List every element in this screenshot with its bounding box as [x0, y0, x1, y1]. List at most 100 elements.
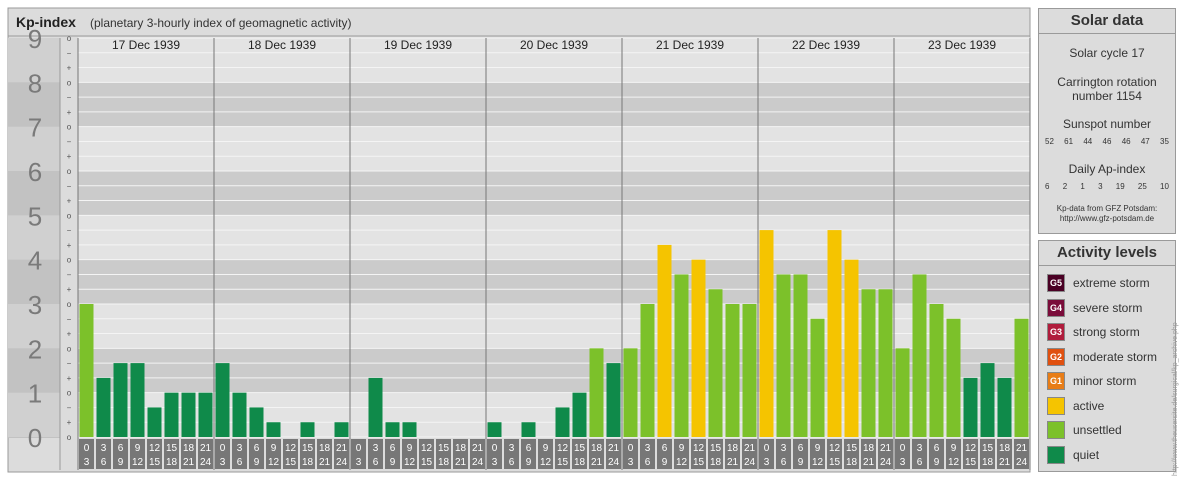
kp-band — [78, 215, 1030, 260]
interval-start-label: 21 — [336, 443, 348, 454]
kp-bar — [300, 422, 315, 437]
ap-value: 3 — [1098, 182, 1103, 191]
interval-end-label: 18 — [982, 457, 994, 468]
y-tick-label: 2 — [28, 334, 42, 364]
ap-value: 6 — [1045, 182, 1050, 191]
interval-cell — [96, 439, 111, 469]
interval-start-label: 3 — [645, 443, 651, 454]
interval-cell — [334, 439, 349, 469]
interval-cell — [470, 439, 485, 469]
interval-start-label: 18 — [591, 443, 603, 454]
legend-item: quiet — [1047, 445, 1099, 465]
interval-start-label: 21 — [200, 443, 212, 454]
legend-item: G4 severe storm — [1047, 298, 1142, 318]
kp-bar — [912, 274, 927, 437]
ap-value: 25 — [1137, 182, 1147, 191]
interval-end-label: 3 — [220, 457, 226, 468]
side-url-text: http://www.theusersite.de/surgical/kp_ar… — [1172, 322, 1179, 476]
sunspot-number: 46 — [1102, 137, 1112, 146]
interval-start-label: 15 — [166, 443, 178, 454]
interval-start-label: 9 — [951, 443, 957, 454]
y-tick-label: 0 — [28, 423, 42, 453]
interval-cell — [691, 439, 706, 469]
interval-cell — [147, 439, 162, 469]
interval-end-label: 6 — [509, 457, 515, 468]
interval-cell — [79, 439, 94, 469]
legend-swatch: G3 — [1047, 323, 1065, 341]
interval-end-label: 18 — [302, 457, 314, 468]
y-tick-label: 4 — [28, 246, 42, 276]
legend-swatch: G5 — [1047, 274, 1065, 292]
interval-end-label: 15 — [965, 457, 977, 468]
interval-cell — [623, 439, 638, 469]
interval-start-label: 6 — [526, 443, 532, 454]
legend-swatch — [1047, 396, 1065, 415]
legend-label: minor storm — [1073, 374, 1137, 388]
interval-end-label: 12 — [812, 457, 824, 468]
y-label-band — [8, 215, 60, 260]
kp-bar — [691, 259, 706, 437]
interval-cell — [793, 439, 808, 469]
interval-start-label: 9 — [271, 443, 277, 454]
y-tick-label: 3 — [28, 290, 42, 320]
interval-cell — [589, 439, 604, 469]
interval-start-label: 9 — [543, 443, 549, 454]
interval-cell — [232, 439, 247, 469]
interval-cell — [912, 439, 927, 469]
interval-end-label: 18 — [438, 457, 450, 468]
interval-cell — [504, 439, 519, 469]
legend-item: G5 extreme storm — [1047, 273, 1150, 293]
interval-end-label: 6 — [917, 457, 923, 468]
interval-end-label: 18 — [574, 457, 586, 468]
interval-cell — [878, 439, 893, 469]
legend-item: unsettled — [1047, 420, 1122, 440]
kp-bar — [657, 244, 672, 437]
interval-cell — [385, 439, 400, 469]
interval-end-label: 15 — [149, 457, 161, 468]
y-minor-label: + — [67, 374, 72, 383]
y-minor-label: + — [67, 64, 72, 73]
interval-start-label: 15 — [710, 443, 722, 454]
kp-band — [78, 126, 1030, 171]
kp-bar — [844, 259, 859, 437]
sunspot-number: 47 — [1140, 137, 1150, 146]
day-label: 17 Dec 1939 — [112, 38, 180, 52]
y-minor-label: + — [67, 285, 72, 294]
kp-bar — [487, 422, 502, 437]
legend-label: moderate storm — [1073, 349, 1158, 364]
interval-end-label: 15 — [557, 457, 569, 468]
interval-start-label: 0 — [84, 443, 90, 454]
kp-bar — [368, 377, 383, 437]
interval-end-label: 24 — [1016, 457, 1028, 468]
interval-cell — [181, 439, 196, 469]
interval-end-label: 3 — [356, 457, 362, 468]
interval-start-label: 0 — [628, 443, 634, 454]
legend-swatch: G4 — [1047, 298, 1065, 317]
interval-end-label: 24 — [608, 457, 620, 468]
y-tick-label: 1 — [28, 379, 42, 409]
legend-swatch: G1 — [1047, 372, 1065, 390]
sunspot-number: 52 — [1045, 137, 1054, 146]
interval-end-label: 21 — [455, 457, 467, 468]
interval-end-label: 12 — [948, 457, 960, 468]
interval-start-label: 3 — [917, 443, 923, 454]
legend-label: quiet — [1073, 447, 1100, 462]
interval-cell — [759, 439, 774, 469]
y-minor-label: − — [67, 137, 72, 146]
interval-start-label: 9 — [679, 443, 685, 454]
y-minor-label: + — [67, 197, 72, 206]
sunspot-number: 35 — [1160, 137, 1169, 146]
interval-end-label: 6 — [373, 457, 379, 468]
y-minor-label: − — [67, 93, 72, 102]
interval-cell — [742, 439, 757, 469]
interval-end-label: 24 — [200, 457, 212, 468]
kp-band — [78, 171, 1030, 216]
side-url: http://www.theusersite.de/surgical/kp_ar… — [1172, 240, 1182, 476]
interval-cell — [130, 439, 145, 469]
kp-bar — [997, 377, 1012, 437]
interval-cell — [708, 439, 723, 469]
kp-bar — [334, 422, 349, 437]
interval-cell — [317, 439, 332, 469]
interval-cell — [572, 439, 587, 469]
interval-cell — [861, 439, 876, 469]
